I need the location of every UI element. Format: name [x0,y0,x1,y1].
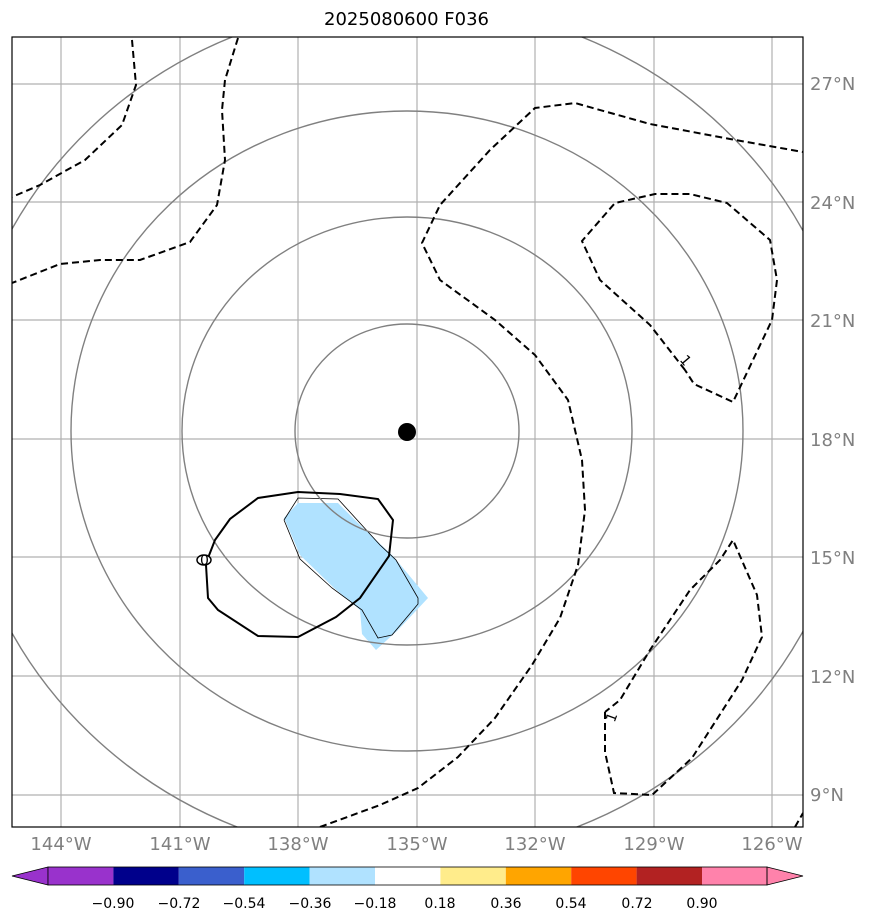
colorbar: −0.90 −0.72 −0.54 −0.36 −0.18 0.18 0.36 … [11,866,804,912]
contour-right-bottom [604,537,764,797]
svg-text:15°N: 15°N [810,548,855,569]
contour-right-top [580,193,779,404]
svg-text:−0.90: −0.90 [92,896,135,912]
zero-contour [204,490,395,639]
contour-label-1-upper: 1 [676,352,694,369]
svg-text:144°W: 144°W [30,834,91,855]
svg-text:−0.18: −0.18 [354,896,397,912]
colorbar-bin [48,867,114,885]
svg-text:0.72: 0.72 [621,896,652,912]
colorbar-bin [636,867,702,885]
colorbar-bin [113,867,179,885]
contour-main [319,101,803,827]
contour-label-1-lower: 1 [603,711,621,725]
svg-text:141°W: 141°W [149,834,210,855]
colorbar-outline [47,866,768,886]
contour-topleft-2 [12,37,239,284]
colorbar-bin [702,867,767,885]
colorbar-bin [375,867,441,885]
contour-label-0-bg [196,554,212,566]
colorbar-bin [178,867,245,885]
svg-text:−0.36: −0.36 [289,896,332,912]
colorbar-bin [505,867,572,885]
contour-topleft-1 [12,39,138,198]
svg-text:0.54: 0.54 [555,896,586,912]
svg-text:0.18: 0.18 [424,896,455,912]
contour-label-0: 0 [200,553,209,569]
lon-tick-labels: 144°W 141°W 138°W 135°W 132°W 129°W 126°… [30,834,802,855]
storm-center-marker [398,423,416,441]
colorbar-bin [309,867,375,885]
thin-contour [283,497,419,639]
lat-tick-labels: 27°N 24°N 21°N 18°N 15°N 12°N 9°N [810,74,855,806]
svg-text:9°N: 9°N [810,785,844,806]
map-frame [11,36,804,828]
svg-text:18°N: 18°N [810,430,855,451]
map-panel: 1 1 0 27°N 24°N 21°N 18°N 15°N 12°N 9°N … [11,36,855,855]
colorbar-bin [571,867,637,885]
svg-text:129°W: 129°W [623,834,684,855]
svg-text:−0.72: −0.72 [158,896,201,912]
colorbar-extend-right [766,866,804,886]
svg-text:24°N: 24°N [810,193,855,214]
svg-text:21°N: 21°N [810,311,855,332]
shaded-region [284,503,428,650]
colorbar-extend-left [11,866,49,886]
svg-text:138°W: 138°W [267,834,328,855]
svg-text:126°W: 126°W [741,834,802,855]
svg-text:132°W: 132°W [504,834,565,855]
range-rings [12,37,803,827]
svg-text:−0.54: −0.54 [223,896,266,912]
map-title: 2025080600 F036 [324,9,489,30]
svg-text:135°W: 135°W [386,834,447,855]
svg-text:27°N: 27°N [810,74,855,95]
colorbar-bin [244,867,310,885]
colorbar-bin [440,867,506,885]
svg-text:0.36: 0.36 [490,896,521,912]
svg-text:12°N: 12°N [810,667,855,688]
contour-bottom-right-edge [794,812,803,827]
colorbar-tick-labels: −0.90 −0.72 −0.54 −0.36 −0.18 0.18 0.36 … [92,896,718,912]
svg-text:0.90: 0.90 [686,896,717,912]
dashed-contours [12,37,803,827]
